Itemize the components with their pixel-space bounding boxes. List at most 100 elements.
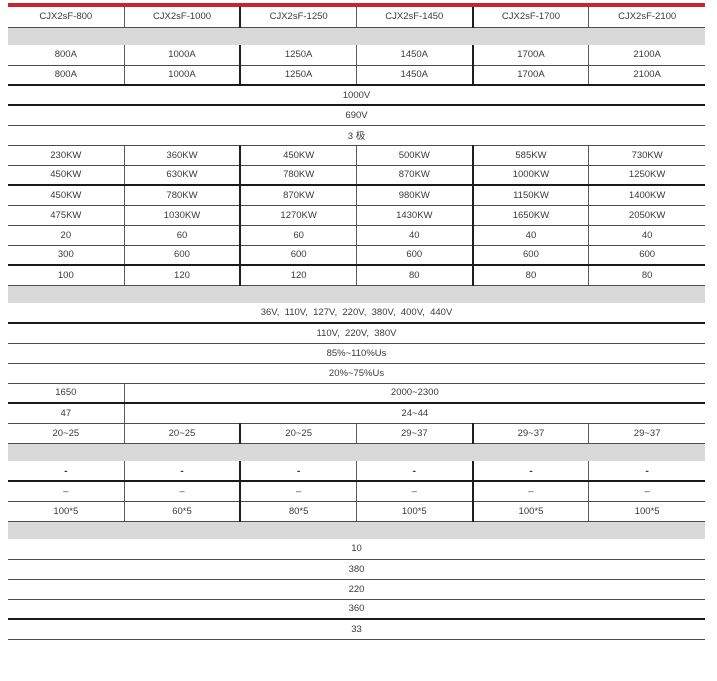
value-cell: 600 <box>124 245 242 266</box>
value-cell: 780KW <box>240 165 357 186</box>
value-cell: 40 <box>472 225 590 246</box>
value-cell: – <box>472 481 590 502</box>
value-cell: 1250A <box>240 45 357 66</box>
value-cell: – <box>240 481 357 502</box>
table-row: 300 600 600 600 600 600 <box>8 245 705 266</box>
value-cell: 1000A <box>124 45 242 66</box>
value-cell: 100*5 <box>356 501 474 522</box>
value-cell: 1700A <box>472 65 590 86</box>
table-row: CJX2sF-800 CJX2sF-1000 CJX2sF-1250 CJX2sF-1… <box>8 7 705 28</box>
span-value-cell: 33 <box>8 619 705 640</box>
table-row: 20%~75%Us <box>8 363 705 384</box>
table-row: 1650 2000~2300 <box>8 383 705 404</box>
value-cell: 1430KW <box>356 205 474 226</box>
span-value-cell: 110V, 220V, 380V <box>8 323 705 344</box>
table-row: 10 <box>8 539 705 560</box>
value-cell: 1700A <box>472 45 590 66</box>
value-cell: 600 <box>356 245 474 266</box>
split-first-cell: 1650 <box>8 383 125 404</box>
value-cell: 1450A <box>356 65 474 86</box>
table-row: ------ <box>8 461 705 482</box>
value-cell: 20~25 <box>8 423 125 444</box>
value-cell: 780KW <box>124 185 242 206</box>
model-header-cell: CJX2sF-1700 <box>472 7 590 28</box>
value-cell: 2050KW <box>588 205 705 226</box>
span-value-cell: 36V, 110V, 127V, 220V, 380V, 400V, 440V <box>8 303 705 324</box>
value-cell: 450KW <box>8 185 125 206</box>
separator-band <box>8 443 705 461</box>
value-cell: 29~37 <box>588 423 705 444</box>
value-cell: - <box>588 461 705 482</box>
span-value-cell: 85%~110%Us <box>8 343 705 364</box>
value-cell: 800A <box>8 45 125 66</box>
top-accent-bar <box>8 3 705 7</box>
value-cell: 80 <box>472 265 590 286</box>
table-row: 47 24~44 <box>8 403 705 424</box>
value-cell: 120 <box>124 265 242 286</box>
value-cell: – <box>124 481 242 502</box>
value-cell: 20~25 <box>124 423 242 444</box>
value-cell: 730KW <box>588 145 705 166</box>
value-cell: 20~25 <box>240 423 357 444</box>
value-cell: 80 <box>588 265 705 286</box>
table-row: 100 120 120 80 80 80 <box>8 265 705 286</box>
value-cell: – <box>356 481 474 502</box>
value-cell: 300 <box>8 245 125 266</box>
model-header-cell: CJX2sF-800 <box>8 7 125 28</box>
value-cell: 800A <box>8 65 125 86</box>
table-row: – – – – – – <box>8 481 705 502</box>
table-row: 3 极 <box>8 125 705 146</box>
value-cell: 80*5 <box>240 501 357 522</box>
table-row: 475KW 1030KW 1270KW 1430KW 1650KW 2050KW <box>8 205 705 226</box>
value-cell: 100*5 <box>588 501 705 522</box>
value-cell: - <box>356 461 474 482</box>
model-header-cell: CJX2sF-1250 <box>240 7 357 28</box>
model-header-cell: CJX2sF-1000 <box>124 7 242 28</box>
value-cell: 870KW <box>356 165 474 186</box>
value-cell: 2100A <box>588 45 705 66</box>
table-row: 33 <box>8 619 705 640</box>
split-rest-cell: 2000~2300 <box>124 383 705 404</box>
value-cell: 980KW <box>356 185 474 206</box>
table-row: 450KW 630KW 780KW 870KW 1000KW 1250KW <box>8 165 705 186</box>
value-cell: 600 <box>588 245 705 266</box>
value-cell: 1000KW <box>472 165 590 186</box>
span-value-cell: 380 <box>8 559 705 580</box>
value-cell: 29~37 <box>356 423 474 444</box>
value-cell: 80 <box>356 265 474 286</box>
table-row: 360 <box>8 599 705 620</box>
value-cell: 1250A <box>240 65 357 86</box>
table-row <box>8 285 705 303</box>
separator-band <box>8 27 705 45</box>
table-row <box>8 521 705 539</box>
value-cell: 450KW <box>240 145 357 166</box>
model-header-cell: CJX2sF-1450 <box>356 7 474 28</box>
value-cell: 100 <box>8 265 125 286</box>
table-row <box>8 443 705 461</box>
value-cell: 1150KW <box>472 185 590 206</box>
spec-sheet: CJX2sF-800 CJX2sF-1000 CJX2sF-1250 CJX2sF-1… <box>8 3 705 640</box>
table-row: 220 <box>8 579 705 600</box>
span-value-cell: 20%~75%Us <box>8 363 705 384</box>
spec-table: CJX2sF-800 CJX2sF-1000 CJX2sF-1250 CJX2sF-1… <box>8 7 705 640</box>
value-cell: 100*5 <box>472 501 590 522</box>
value-cell: 1270KW <box>240 205 357 226</box>
value-cell: 585KW <box>472 145 590 166</box>
span-value-cell: 220 <box>8 579 705 600</box>
value-cell: 20 <box>8 225 125 246</box>
span-value-cell: 3 极 <box>8 125 705 146</box>
value-cell: - <box>8 461 125 482</box>
value-cell: 600 <box>240 245 357 266</box>
value-cell: 475KW <box>8 205 125 226</box>
table-row: 36V, 110V, 127V, 220V, 380V, 400V, 440V <box>8 303 705 324</box>
table-row: 20~25 20~25 20~25 29~37 29~37 29~37 <box>8 423 705 444</box>
span-value-cell: 10 <box>8 539 705 560</box>
table-row: 450KW 780KW 870KW 980KW 1150KW 1400KW <box>8 185 705 206</box>
value-cell: 360KW <box>124 145 242 166</box>
value-cell: 1000A <box>124 65 242 86</box>
value-cell: 600 <box>472 245 590 266</box>
table-row: 20 60 60 40 40 40 <box>8 225 705 246</box>
value-cell: – <box>588 481 705 502</box>
span-value-cell: 1000V <box>8 85 705 106</box>
value-cell: 230KW <box>8 145 125 166</box>
